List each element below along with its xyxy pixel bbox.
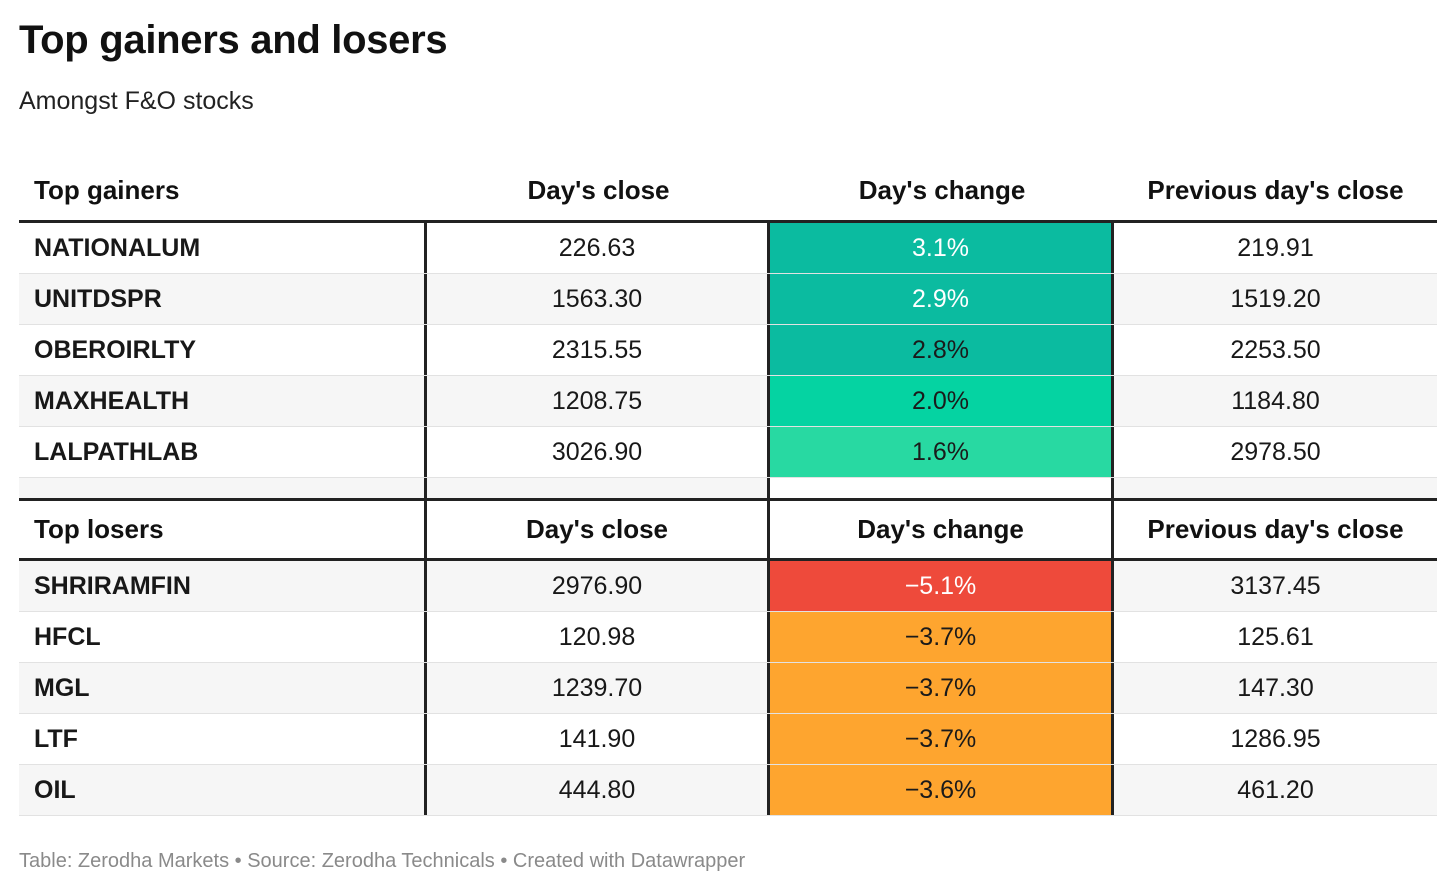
section-spacer (19, 478, 1437, 498)
gainers-header-change: Day's change (858, 174, 1026, 205)
days-close-value: 226.63 (427, 223, 770, 273)
spacer-cell (770, 478, 1114, 498)
prev-close-value: 2253.50 (1230, 335, 1321, 364)
table-row: UNITDSPR 1563.30 2.9% 1519.20 (19, 274, 1437, 325)
days-close-value: 141.90 (427, 714, 770, 764)
days-close-value: 120.98 (427, 612, 770, 662)
gainers-losers-table: Top gainers Day's close Day's change Pre… (19, 160, 1437, 816)
days-close-value: 1239.70 (427, 663, 770, 713)
losers-top-rule (19, 498, 1437, 501)
table-row: LALPATHLAB 3026.90 1.6% 2978.50 (19, 427, 1437, 478)
table-row: SHRIRAMFIN 2976.90 −5.1% 3137.45 (19, 561, 1437, 612)
days-close-value: 1208.75 (427, 376, 770, 426)
prev-close-value: 1519.20 (1230, 284, 1321, 313)
spacer-cell (19, 478, 427, 498)
table-row: HFCL 120.98 −3.7% 125.61 (19, 612, 1437, 663)
stock-name: MAXHEALTH (19, 376, 427, 426)
stock-name: HFCL (19, 612, 427, 662)
days-change-value: −3.7% (770, 663, 1114, 713)
gainers-header-name: Top gainers (34, 174, 180, 205)
page-subtitle: Amongst F&O stocks (19, 87, 254, 115)
table-row: MGL 1239.70 −3.7% 147.30 (19, 663, 1437, 714)
spacer-cell (427, 478, 770, 498)
table-row: LTF 141.90 −3.7% 1286.95 (19, 714, 1437, 765)
prev-close-value: 1184.80 (1231, 386, 1320, 415)
days-change-value: 1.6% (770, 427, 1114, 477)
prev-close-value: 147.30 (1237, 673, 1314, 702)
days-close-value: 1563.30 (427, 274, 770, 324)
days-change-value: 3.1% (770, 223, 1114, 273)
days-close-value: 444.80 (427, 765, 770, 815)
source-footer: Table: Zerodha Markets • Source: Zerodha… (19, 850, 746, 872)
losers-header-name: Top losers (19, 501, 427, 558)
losers-header-close: Day's close (427, 501, 770, 558)
days-change-value: −5.1% (770, 561, 1114, 611)
gainers-body: NATIONALUM 226.63 3.1% 219.91 UNITDSPR 1563.3… (19, 223, 1437, 478)
prev-close-value: 2978.50 (1230, 437, 1321, 466)
stock-name: UNITDSPR (19, 274, 427, 324)
table-row: NATIONALUM 226.63 3.1% 219.91 (19, 223, 1437, 274)
page-title: Top gainers and losers (19, 18, 448, 62)
stock-name: OIL (19, 765, 427, 815)
days-change-value: −3.7% (770, 714, 1114, 764)
table-row: OIL 444.80 −3.6% 461.20 (19, 765, 1437, 816)
losers-header-prev: Previous day's close (1147, 514, 1404, 544)
days-change-value: 2.0% (770, 376, 1114, 426)
losers-body: SHRIRAMFIN 2976.90 −5.1% 3137.45 HFCL 120.98−… (19, 561, 1437, 816)
gainers-header-close: Day's close (527, 174, 670, 205)
days-change-value: −3.7% (770, 612, 1114, 662)
losers-header-rule (19, 558, 1437, 561)
prev-close-value: 461.20 (1237, 775, 1314, 804)
table-row: MAXHEALTH 1208.75 2.0% 1184.80 (19, 376, 1437, 427)
gainers-header-rule (19, 220, 1437, 223)
spacer-cell (1114, 478, 1437, 498)
days-change-value: 2.9% (770, 274, 1114, 324)
gainers-header-row: Top gainers Day's close Day's change Pre… (19, 160, 1437, 220)
days-close-value: 2315.55 (427, 325, 770, 375)
days-change-value: 2.8% (770, 325, 1114, 375)
losers-header-row: Top losers Day's close Day's change Prev… (19, 501, 1437, 558)
losers-header-change: Day's change (770, 501, 1114, 558)
prev-close-value: 219.91 (1237, 233, 1314, 262)
gainers-header-prev: Previous day's close (1147, 174, 1404, 205)
stock-name: OBEROIRLTY (19, 325, 427, 375)
stock-name: MGL (19, 663, 427, 713)
prev-close-value: 1286.95 (1230, 724, 1321, 753)
stock-name: NATIONALUM (19, 223, 427, 273)
stock-name: SHRIRAMFIN (19, 561, 427, 611)
stock-name: LTF (19, 714, 427, 764)
prev-close-value: 125.61 (1237, 622, 1314, 651)
days-close-value: 3026.90 (427, 427, 770, 477)
table-row: OBEROIRLTY 2315.55 2.8% 2253.50 (19, 325, 1437, 376)
days-close-value: 2976.90 (427, 561, 770, 611)
stock-name: LALPATHLAB (19, 427, 427, 477)
days-change-value: −3.6% (770, 765, 1114, 815)
prev-close-value: 3137.45 (1230, 571, 1321, 600)
